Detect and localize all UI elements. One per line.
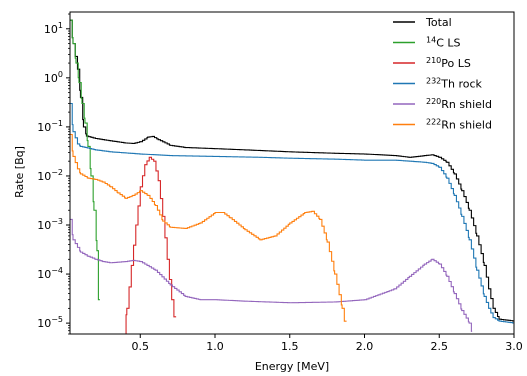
- y-tick-label: 10−1: [37, 119, 63, 134]
- y-tick-label: 10−4: [37, 266, 63, 281]
- legend-label-3: 232Th rock: [426, 77, 483, 91]
- series-line-4: [70, 218, 473, 332]
- x-tick-label: 1.5: [281, 340, 299, 353]
- x-tick-label: 2.5: [431, 340, 449, 353]
- series-line-3: [70, 102, 514, 324]
- series-layer: [70, 19, 514, 334]
- y-tick-label: 10−2: [37, 168, 63, 183]
- series-line-0: [70, 19, 514, 322]
- x-tick-label: 1.0: [206, 340, 224, 353]
- tick-layer: 0.5 1.0 1.5 2.0 2.5 3.0 101 100 10−1 10−2 10−3 10−4…: [37, 13, 523, 353]
- legend: Total 14C LS 210Po LS 232Th rock 220Rn shiel…: [393, 16, 492, 132]
- y-tick-label: 100: [44, 70, 63, 85]
- legend-label-2: 210Po LS: [426, 56, 471, 70]
- x-axis-label: Energy [MeV]: [255, 360, 329, 373]
- x-tick-label: 0.5: [132, 340, 150, 353]
- legend-label-1: 14C LS: [426, 36, 460, 50]
- series-line-5: [70, 133, 347, 322]
- legend-label-4: 220Rn shield: [426, 97, 492, 111]
- y-tick-label: 101: [44, 21, 63, 36]
- y-tick-label: 10−3: [37, 217, 63, 232]
- legend-label-5: 222Rn shield: [426, 118, 492, 132]
- y-tick-label: 10−5: [37, 315, 63, 330]
- series-line-1: [70, 19, 100, 301]
- plot-frame: [69, 11, 515, 335]
- legend-label-0: Total: [425, 16, 452, 29]
- x-tick-label: 2.0: [356, 340, 374, 353]
- series-line-2: [123, 156, 177, 334]
- x-tick-label: 3.0: [505, 340, 523, 353]
- y-axis-label: Rate [Bq]: [13, 146, 26, 198]
